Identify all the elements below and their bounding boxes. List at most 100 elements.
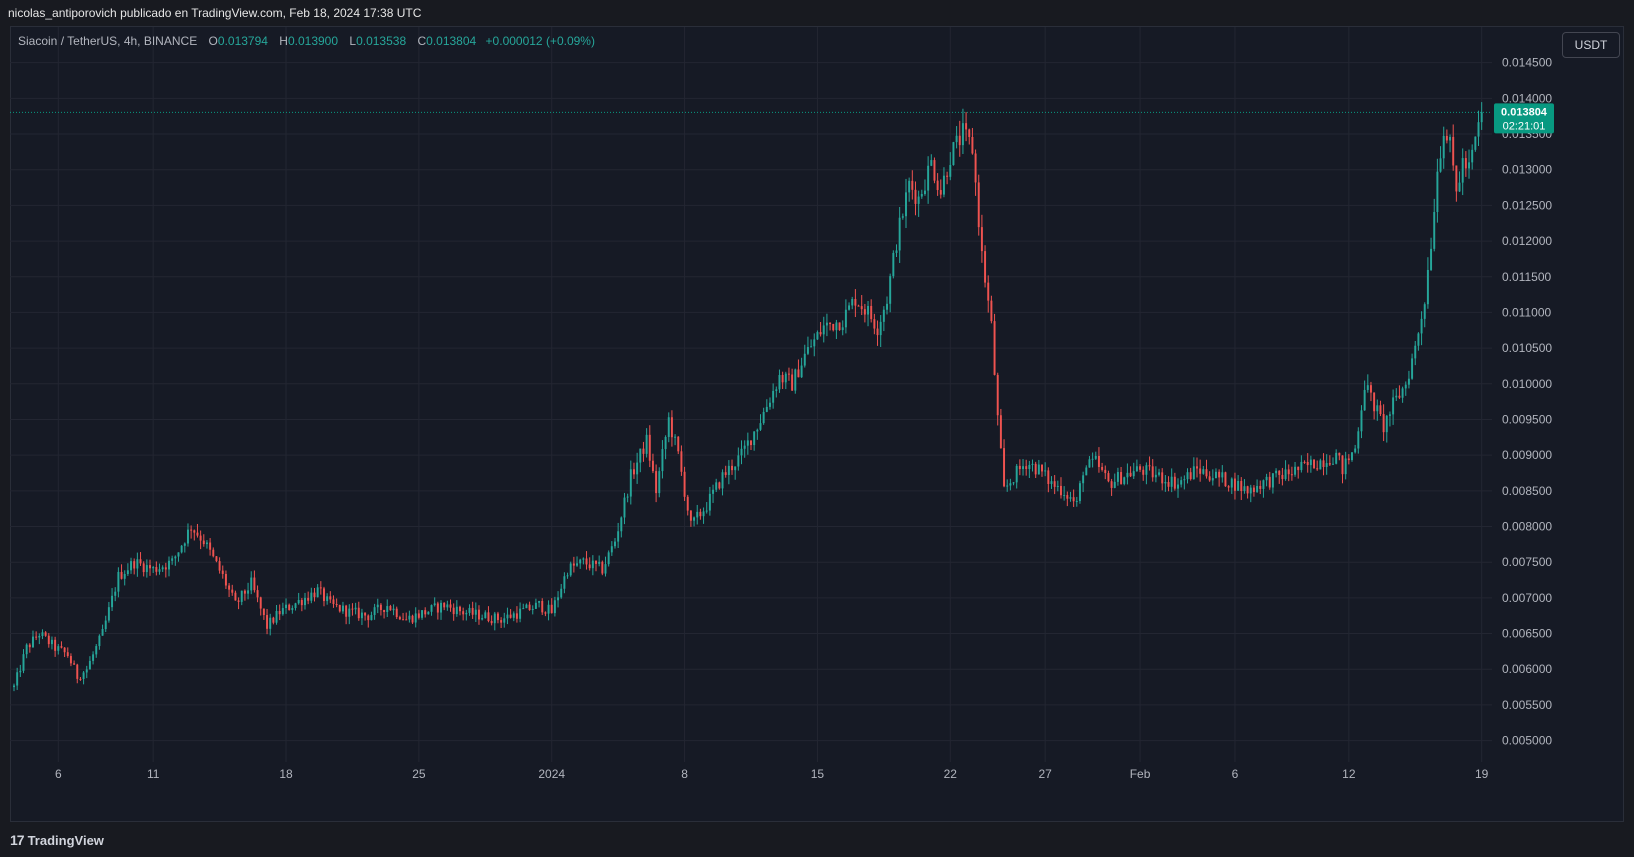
candle-body [104, 620, 107, 630]
candle [1025, 459, 1028, 476]
candle-body [1183, 479, 1186, 481]
candle [705, 502, 708, 514]
candle [1022, 459, 1025, 476]
symbol-title[interactable]: Siacoin / TetherUS, 4h, BINANCE [18, 34, 198, 48]
candle-body [1322, 460, 1325, 468]
candle [354, 602, 357, 615]
candle [85, 665, 88, 679]
candle-body [158, 569, 161, 572]
candle-body [1186, 472, 1189, 480]
candle [1249, 484, 1252, 503]
candle [977, 174, 980, 236]
candle [1426, 257, 1429, 309]
candle-body [617, 531, 620, 542]
candle [164, 562, 167, 578]
candle [693, 516, 696, 527]
candle [1003, 439, 1006, 488]
candle [1009, 478, 1012, 491]
candle [1012, 482, 1015, 486]
candle-body [674, 436, 677, 438]
time-tick-label: 15 [811, 767, 825, 781]
candle-body [1037, 464, 1040, 475]
candle-body [383, 609, 386, 613]
candle-body [1259, 485, 1262, 489]
candle [177, 552, 180, 562]
candle-body [1180, 480, 1183, 485]
currency-button[interactable]: USDT [1562, 32, 1620, 58]
candle-body [705, 510, 708, 512]
candle-body [38, 636, 41, 638]
candle-body [433, 603, 436, 606]
candle [174, 555, 177, 566]
tradingview-logo[interactable]: 17 TradingView [10, 832, 104, 848]
candle [607, 550, 610, 567]
candle [908, 177, 911, 202]
candle-body [1110, 481, 1113, 488]
candle-body [797, 369, 800, 378]
candle [88, 656, 91, 670]
candle-body [449, 604, 452, 608]
candle-body [1284, 469, 1287, 480]
time-tick-label: 2024 [538, 767, 565, 781]
candle [1341, 455, 1344, 484]
candle [63, 647, 66, 658]
candle-body [259, 597, 262, 609]
candle-body [939, 190, 942, 195]
candle-body [1275, 470, 1278, 474]
candle [101, 624, 104, 636]
candle-body [411, 615, 414, 623]
candle-body [294, 603, 297, 609]
candle [971, 127, 974, 155]
candle-body [1360, 410, 1363, 432]
candle [1018, 459, 1021, 476]
candle [591, 555, 594, 576]
candle-body [50, 639, 53, 645]
candle [680, 445, 683, 476]
candle-body [1325, 463, 1328, 468]
candle [389, 604, 392, 611]
candle [1411, 353, 1414, 380]
candle [1056, 480, 1059, 492]
candle-body [345, 605, 348, 617]
candle [1328, 455, 1331, 467]
candle-body [392, 608, 395, 611]
candle [1471, 144, 1474, 170]
candle [768, 397, 771, 410]
candle-body [1347, 458, 1350, 461]
candle [794, 368, 797, 394]
candle [1417, 332, 1420, 351]
candle-body [810, 346, 813, 348]
candle [1303, 460, 1306, 464]
candle [1227, 485, 1230, 492]
candle [708, 486, 711, 516]
candle-body [1468, 162, 1471, 169]
candle-body [509, 614, 512, 618]
candle [1373, 392, 1376, 420]
candle-body [519, 608, 522, 619]
candle-body [1300, 461, 1303, 471]
candle [857, 304, 860, 307]
candle-body [882, 309, 885, 322]
candle [920, 189, 923, 199]
candle [278, 604, 281, 621]
candle-body [1398, 395, 1401, 398]
candle-body [240, 590, 243, 602]
candle [1180, 476, 1183, 488]
candle [285, 598, 288, 614]
candle [430, 604, 433, 616]
candle-body [825, 322, 828, 326]
candle-body [737, 455, 740, 467]
candle [674, 434, 677, 446]
candle-body [379, 604, 382, 610]
candle [247, 582, 250, 600]
candle-body [1420, 318, 1423, 334]
candle-body [829, 322, 832, 324]
candle [490, 615, 493, 626]
candle [683, 466, 686, 501]
candle [825, 313, 828, 337]
candle [1290, 466, 1293, 481]
candle [911, 170, 914, 200]
candle-body [822, 325, 825, 335]
candle [92, 651, 95, 665]
